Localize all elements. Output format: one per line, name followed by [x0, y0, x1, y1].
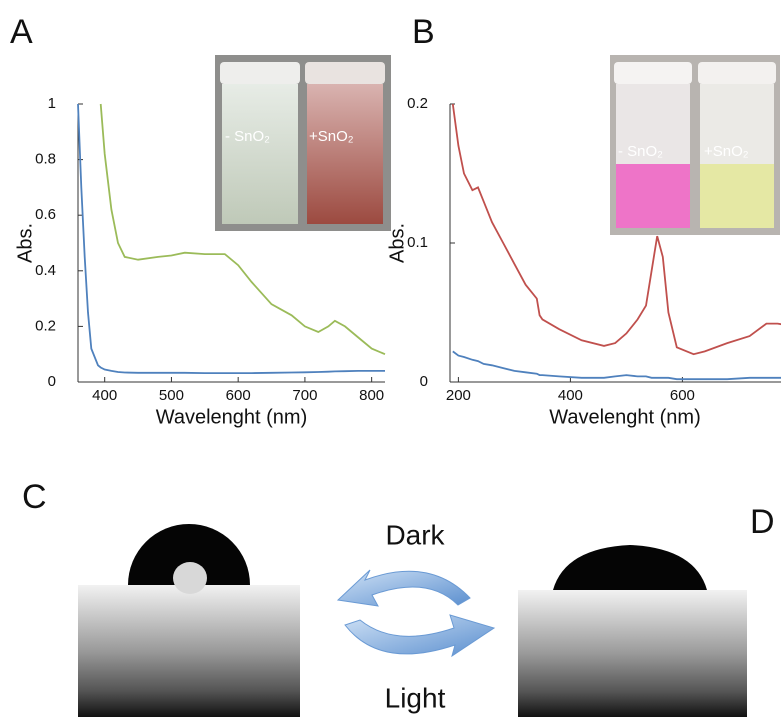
inset-label: +SnO₂ — [704, 143, 749, 160]
inset-label: - SnO₂ — [618, 143, 663, 160]
x-tick-label: 600 — [670, 387, 695, 404]
x-tick-label: 400 — [558, 387, 583, 404]
droplet-photo-d — [518, 545, 747, 717]
panel-label: D — [750, 503, 775, 541]
y-tick-label: 0.4 — [35, 262, 56, 279]
droplet-photo-c — [78, 524, 300, 717]
panel-label: C — [22, 478, 47, 516]
y-tick-label: 0.1 — [407, 234, 428, 251]
panel-label: A — [10, 13, 33, 51]
x-axis-title: Wavelenght (nm) — [156, 406, 308, 428]
inset-label: +SnO₂ — [309, 128, 354, 145]
x-tick-label: 500 — [159, 387, 184, 404]
figure: - SnO₂ +SnO₂ - SnO₂ +SnO₂ A B C D Dark L… — [0, 0, 781, 717]
y-tick-label: 0.8 — [35, 151, 56, 168]
cycle-label: Light — [385, 682, 446, 713]
x-tick-label: 800 — [359, 387, 384, 404]
x-axis-title: Wavelenght (nm) — [549, 406, 701, 428]
y-axis-title: Abs. — [14, 223, 36, 263]
x-tick-label: 200 — [446, 387, 471, 404]
y-tick-label: 0.2 — [35, 317, 56, 334]
y-tick-label: 0.2 — [407, 95, 428, 112]
y-tick-label: 0 — [420, 373, 428, 390]
inset-label: - SnO₂ — [225, 128, 270, 145]
line-series — [453, 351, 781, 379]
x-tick-label: 700 — [292, 387, 317, 404]
x-tick-label: 600 — [226, 387, 251, 404]
y-tick-label: 1 — [48, 95, 56, 112]
y-tick-label: 0 — [48, 373, 56, 390]
x-tick-label: 400 — [92, 387, 117, 404]
y-axis-title: Abs. — [386, 223, 408, 263]
cycle-label: Dark — [385, 519, 445, 550]
cycle-arrows — [338, 570, 494, 656]
y-tick-label: 0.6 — [35, 206, 56, 223]
panel-label: B — [412, 13, 435, 51]
